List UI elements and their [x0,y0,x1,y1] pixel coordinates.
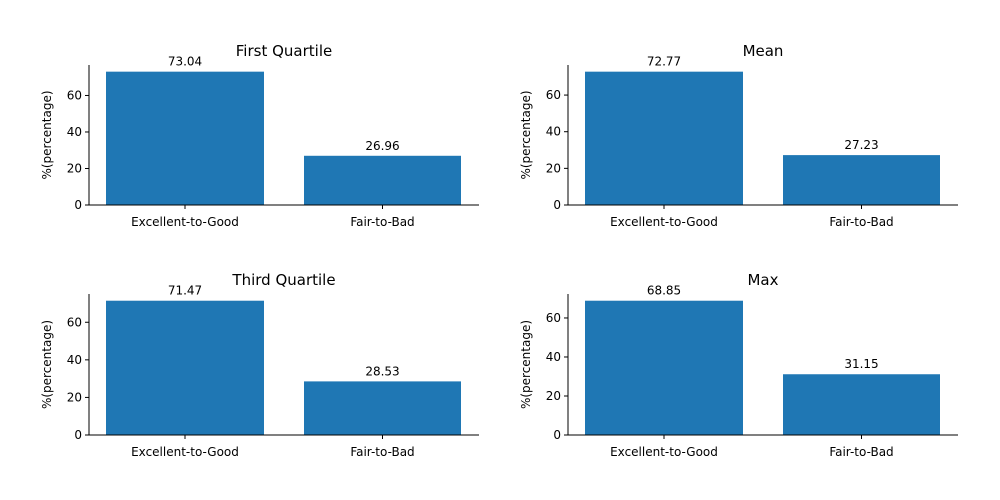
chart-title: Max [747,271,778,289]
chart-title: Mean [743,42,784,60]
data-label: 27.23 [844,138,878,152]
data-label: 68.85 [647,284,681,298]
y-tick-label: 40 [67,125,82,139]
y-axis-label: %(percentage) [519,90,533,179]
y-tick-label: 60 [67,315,82,329]
y-tick-label: 20 [546,389,561,403]
x-tick-label: Fair-to-Bad [350,445,414,459]
y-tick-label: 0 [553,428,561,442]
y-tick-label: 0 [553,198,561,212]
y-tick-label: 60 [67,88,82,102]
y-axis-label: %(percentage) [40,90,54,179]
bar [304,155,461,205]
y-tick-label: 40 [546,125,561,139]
y-tick-label: 60 [546,311,561,325]
x-tick-label: Excellent-to-Good [131,445,239,459]
y-tick-label: 60 [546,88,561,102]
data-label: 73.04 [168,55,202,69]
data-label: 72.77 [647,55,681,69]
chart-panel: 68.85 Excellent-to-Good 31.15 Fair-to-Bad 0 2… [519,271,958,459]
x-tick-label: Excellent-to-Good [610,445,718,459]
y-tick-label: 20 [67,390,82,404]
x-tick-label: Fair-to-Bad [350,215,414,229]
y-tick-label: 40 [546,350,561,364]
bar [585,71,743,205]
y-tick-label: 20 [67,161,82,175]
data-label: 28.53 [365,364,399,378]
bar [106,300,264,435]
chart-title: First Quartile [236,42,332,60]
x-tick-label: Excellent-to-Good [610,215,718,229]
bar [783,374,940,435]
bar [304,381,461,435]
y-axis-label: %(percentage) [40,320,54,409]
bar [585,300,743,435]
y-tick-label: 0 [74,428,82,442]
y-axis-label: %(percentage) [519,320,533,409]
y-tick-label: 0 [74,198,82,212]
bar [106,71,264,205]
data-label: 31.15 [844,357,878,371]
data-label: 26.96 [365,139,399,153]
chart-panel: 71.47 Excellent-to-Good 28.53 Fair-to-Bad 0 2… [40,271,479,459]
x-tick-label: Fair-to-Bad [829,215,893,229]
y-tick-label: 40 [67,353,82,367]
chart-panel: 72.77 Excellent-to-Good 27.23 Fair-to-Bad 0 2… [519,42,958,229]
bar [783,155,940,205]
chart-title: Third Quartile [231,271,335,289]
y-tick-label: 20 [546,161,561,175]
chart-panel: 73.04 Excellent-to-Good 26.96 Fair-to-Bad 0 2… [40,42,479,229]
data-label: 71.47 [168,284,202,298]
x-tick-label: Fair-to-Bad [829,445,893,459]
x-tick-label: Excellent-to-Good [131,215,239,229]
